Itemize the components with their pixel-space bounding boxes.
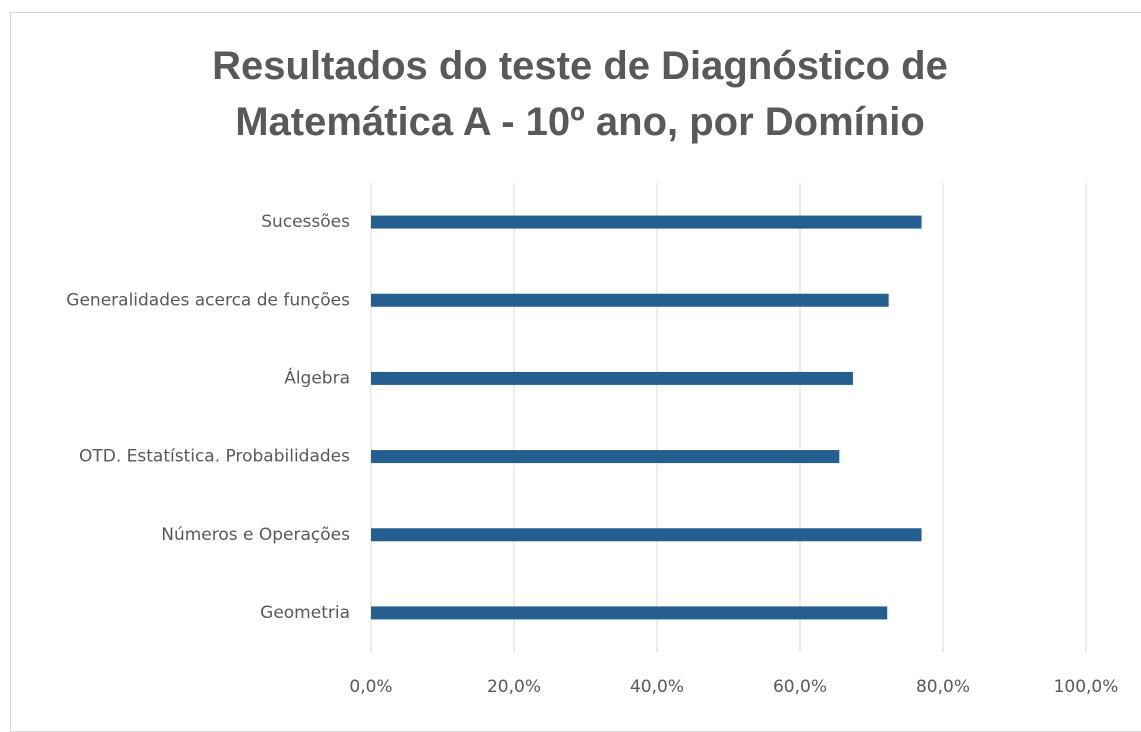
y-tick-label: Sucessões: [261, 212, 350, 232]
bar: [371, 293, 889, 307]
page: {"chart_data": {"type": "bar", "orientat…: [10, 12, 1141, 732]
x-tick-label: 40,0%: [630, 677, 684, 697]
y-tick-label: Álgebra: [284, 366, 350, 388]
y-tick-label: Números e Operações: [161, 525, 350, 545]
bar: [371, 606, 888, 620]
x-tick-label: 20,0%: [487, 677, 541, 697]
bar: [371, 450, 840, 464]
chart: 0,0% 20,0% 40,0% 60,0% 80,0% 100,0% Sucessões G…: [66, 183, 1119, 697]
bar: [371, 215, 922, 229]
y-tick-label: Geometria: [260, 603, 350, 623]
bar: [371, 528, 922, 542]
x-tick-label: 100,0%: [1054, 677, 1119, 697]
x-tick-label: 80,0%: [916, 677, 970, 697]
x-tick-label: 60,0%: [773, 677, 827, 697]
y-tick-label: Generalidades acerca de funções: [66, 290, 350, 310]
bar: [371, 371, 853, 385]
x-tick-label: 0,0%: [349, 677, 392, 697]
chart-title: Resultados do teste de Diagnóstico de Ma…: [212, 44, 948, 144]
y-tick-label: OTD. Estatística. Probabilidades: [79, 447, 350, 467]
